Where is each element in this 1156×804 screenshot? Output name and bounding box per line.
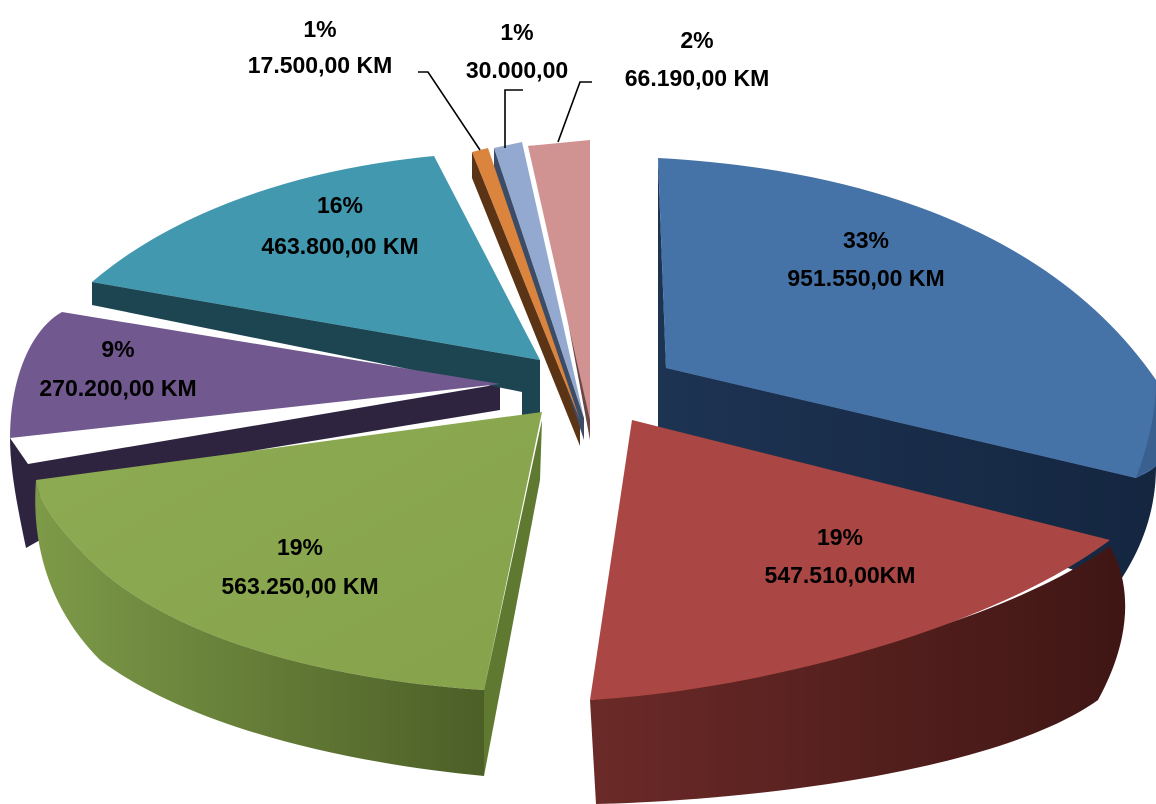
slice-5-percent-label: 16% [317,192,363,218]
slice-4-top [10,312,500,438]
slice-6-side [472,152,580,446]
slice-7-top [494,142,584,418]
slice-3-percent-label: 19% [277,534,323,560]
leader-line-slice-7 [504,89,523,148]
slice-8-percent-label: 2% [680,27,713,53]
slice-4-value-label: 270.200,00 KM [39,375,196,401]
slice-1-top [658,158,1156,478]
leader-line-slice-8 [557,81,592,143]
leader-line-slice-6 [418,71,481,151]
slice-1-value-label: 951.550,00 KM [787,265,944,291]
slice-3-value-label: 563.250,00 KM [221,573,378,599]
slice-2-percent-label: 19% [817,524,863,550]
slice-1-top-edge [1136,380,1156,478]
slice-5-top [92,156,540,360]
slice-1-side-left [658,160,666,440]
slice-4-percent-label: 9% [101,336,134,362]
slice-7-percent-label: 1% [500,19,533,45]
slice-5-value-label: 463.800,00 KM [261,233,418,259]
slice-4-side [10,384,500,548]
slice-1-percent-label: 33% [843,227,889,253]
slice-3-side-right [484,420,542,776]
slice-8-top [528,140,590,420]
slice-6-percent-label: 1% [303,16,336,42]
slice-2-top [590,420,1110,700]
slice-6-value-label: 17.500,00 KM [248,52,392,78]
slice-2-side [590,546,1126,804]
slice-7-value-label: 30.000,00 [466,57,568,83]
slice-2-value-label: 547.510,00KM [765,562,916,588]
slice-3-side-left [35,480,485,776]
slice-5-side [92,282,540,420]
slice-6-top [472,148,580,420]
slice-8-value-label: 66.190,00 KM [625,65,769,91]
slice-3-top [36,412,542,690]
